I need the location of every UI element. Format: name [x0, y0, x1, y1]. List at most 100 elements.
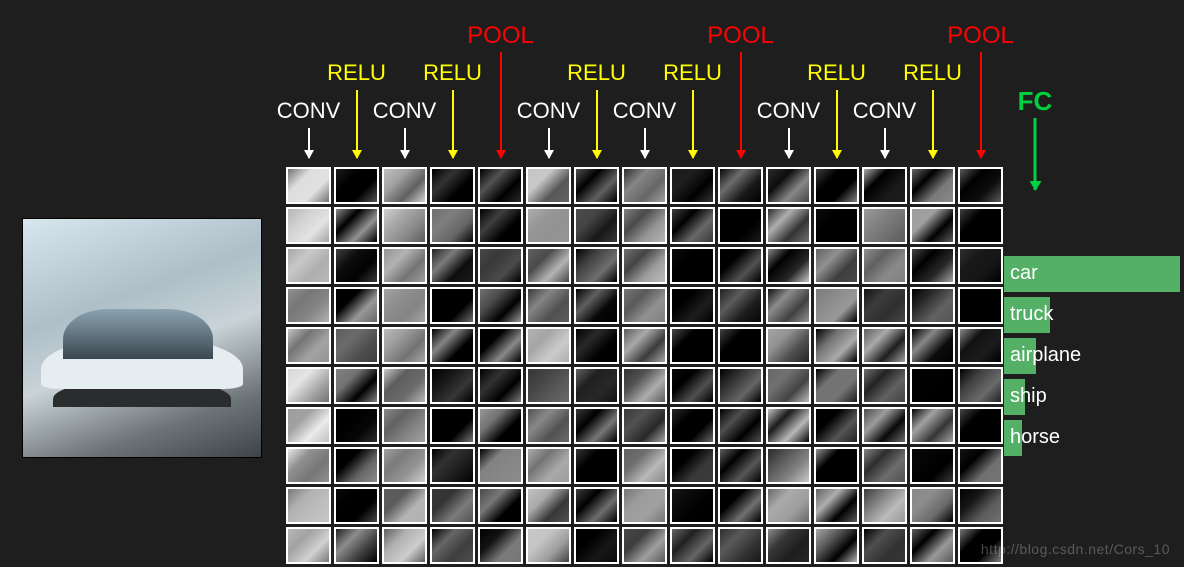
activation-tile: [718, 287, 763, 324]
activation-column: [862, 167, 907, 564]
activation-tile: [430, 407, 475, 444]
activation-tile: [766, 287, 811, 324]
activation-tile: [574, 367, 619, 404]
activation-tile: [478, 367, 523, 404]
relu-label: RELU: [322, 60, 392, 86]
pool-label: POOL: [466, 22, 536, 50]
arrow-down-icon: [644, 128, 646, 158]
conv-label: CONV: [754, 98, 824, 124]
activation-tile: [766, 247, 811, 284]
activation-tile: [670, 327, 715, 364]
activation-tile: [478, 327, 523, 364]
activation-tile: [526, 407, 571, 444]
activation-tile: [430, 447, 475, 484]
fc-class-row: horse: [1004, 420, 1180, 456]
activation-tile: [286, 167, 331, 204]
activation-column: [526, 167, 571, 564]
conv-label: CONV: [610, 98, 680, 124]
activation-tile: [910, 207, 955, 244]
activation-columns: [286, 167, 1003, 564]
activation-column: [910, 167, 955, 564]
activation-column: [286, 167, 331, 564]
activation-tile: [526, 527, 571, 564]
activation-tile: [286, 487, 331, 524]
activation-tile: [958, 287, 1003, 324]
activation-tile: [910, 327, 955, 364]
fc-class-label: truck: [1010, 303, 1053, 326]
activation-tile: [814, 167, 859, 204]
activation-tile: [430, 527, 475, 564]
activation-tile: [766, 167, 811, 204]
activation-tile: [814, 407, 859, 444]
activation-tile: [910, 167, 955, 204]
activation-tile: [574, 527, 619, 564]
activation-tile: [862, 287, 907, 324]
activation-tile: [718, 527, 763, 564]
activation-tile: [334, 527, 379, 564]
fc-class-label: car: [1010, 262, 1038, 285]
activation-tile: [334, 407, 379, 444]
activation-tile: [718, 247, 763, 284]
activation-column: [766, 167, 811, 564]
activation-tile: [910, 247, 955, 284]
relu-label: RELU: [658, 60, 728, 86]
arrow-down-icon: [308, 128, 310, 158]
activation-tile: [526, 247, 571, 284]
conv-label: CONV: [370, 98, 440, 124]
activation-tile: [526, 327, 571, 364]
activation-tile: [334, 247, 379, 284]
activation-tile: [526, 167, 571, 204]
activation-tile: [622, 247, 667, 284]
activation-tile: [574, 167, 619, 204]
activation-tile: [478, 207, 523, 244]
activation-tile: [334, 207, 379, 244]
activation-tile: [286, 247, 331, 284]
activation-tile: [430, 287, 475, 324]
activation-tile: [766, 207, 811, 244]
activation-tile: [862, 447, 907, 484]
activation-tile: [766, 487, 811, 524]
activation-tile: [718, 447, 763, 484]
fc-label: FC: [1000, 86, 1070, 117]
activation-tile: [334, 487, 379, 524]
activation-tile: [670, 247, 715, 284]
activation-tile: [574, 327, 619, 364]
arrow-down-icon: [500, 52, 502, 158]
activation-tile: [382, 207, 427, 244]
arrow-down-icon: [932, 90, 934, 158]
activation-tile: [574, 247, 619, 284]
activation-tile: [862, 407, 907, 444]
activation-tile: [718, 207, 763, 244]
activation-tile: [382, 167, 427, 204]
activation-tile: [910, 527, 955, 564]
activation-column: [382, 167, 427, 564]
activation-tile: [622, 367, 667, 404]
activation-tile: [622, 287, 667, 324]
activation-tile: [382, 247, 427, 284]
activation-tile: [766, 407, 811, 444]
activation-column: [478, 167, 523, 564]
activation-tile: [622, 207, 667, 244]
activation-tile: [382, 447, 427, 484]
activation-tile: [286, 287, 331, 324]
activation-tile: [430, 167, 475, 204]
activation-tile: [430, 207, 475, 244]
arrow-down-icon: [548, 128, 550, 158]
conv-label: CONV: [514, 98, 584, 124]
activation-tile: [718, 487, 763, 524]
activation-tile: [814, 367, 859, 404]
pool-label: POOL: [946, 22, 1016, 50]
activation-tile: [958, 487, 1003, 524]
activation-tile: [286, 207, 331, 244]
arrow-down-icon: [980, 52, 982, 158]
activation-tile: [526, 287, 571, 324]
activation-tile: [670, 407, 715, 444]
activation-tile: [286, 367, 331, 404]
activation-tile: [766, 327, 811, 364]
activation-tile: [382, 327, 427, 364]
input-image: [22, 218, 262, 458]
activation-tile: [910, 367, 955, 404]
activation-tile: [622, 527, 667, 564]
arrow-down-icon: [740, 52, 742, 158]
activation-tile: [910, 447, 955, 484]
